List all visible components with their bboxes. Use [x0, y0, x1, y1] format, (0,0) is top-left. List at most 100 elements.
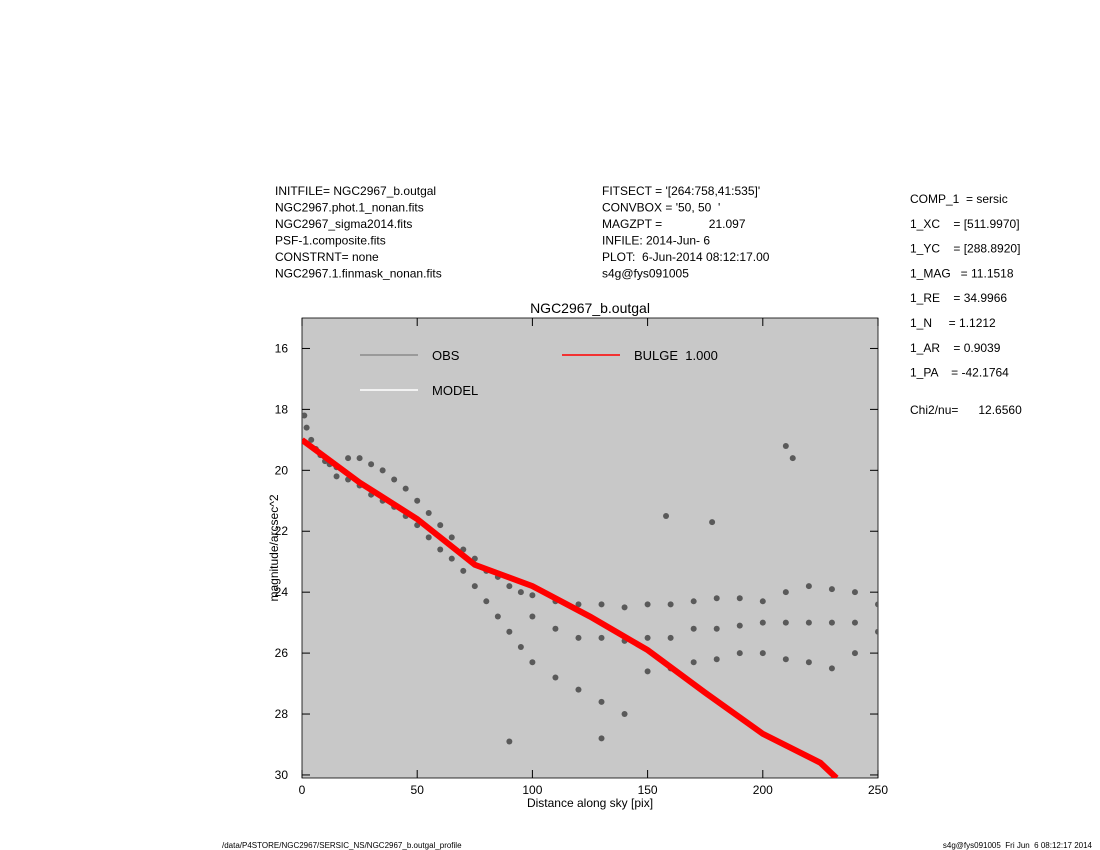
data-point	[690, 598, 697, 605]
data-point	[575, 634, 582, 641]
header-line: s4g@fys091005	[602, 267, 689, 281]
data-point	[667, 634, 674, 641]
component-param: 1_RE = 34.9966	[910, 291, 1007, 305]
data-point	[875, 628, 878, 635]
component-param: 1_XC = [511.9970]	[910, 217, 1020, 231]
y-tick-label: 18	[275, 402, 289, 416]
data-point	[356, 455, 363, 462]
y-tick-label: 22	[275, 524, 289, 538]
x-axis-label: Distance along sky [pix]	[527, 796, 653, 810]
y-tick-label: 24	[275, 585, 289, 599]
data-point	[575, 686, 582, 693]
data-point	[789, 455, 796, 462]
data-point	[575, 601, 582, 608]
data-point	[709, 519, 716, 526]
y-tick-label: 26	[275, 646, 289, 660]
legend-label: BULGE 1.000	[634, 348, 718, 363]
data-point	[713, 656, 720, 663]
chi-square: Chi2/nu= 12.6560	[910, 403, 1022, 417]
data-point	[552, 674, 559, 681]
data-point	[644, 601, 651, 608]
data-point	[529, 613, 536, 620]
header-line: INITFILE= NGC2967_b.outgal	[275, 184, 436, 198]
y-tick-label: 28	[275, 707, 289, 721]
x-tick-label: 250	[868, 783, 888, 797]
data-point	[713, 595, 720, 602]
data-point	[437, 522, 444, 529]
component-param: 1_PA = -42.1764	[910, 366, 1009, 380]
data-point	[506, 738, 513, 745]
data-point	[690, 659, 697, 666]
data-point	[621, 711, 628, 718]
data-point	[805, 619, 812, 626]
data-point	[875, 601, 878, 608]
data-point	[828, 586, 835, 593]
header-line: CONSTRNT= none	[275, 250, 379, 264]
component-param: 1_N = 1.1212	[910, 316, 996, 330]
data-point	[851, 589, 858, 596]
data-point	[483, 598, 490, 605]
data-point	[494, 613, 501, 620]
data-point	[529, 592, 536, 599]
x-tick-label: 0	[299, 783, 306, 797]
component-param: 1_AR = 0.9039	[910, 341, 1001, 355]
data-point	[828, 619, 835, 626]
data-point	[414, 497, 421, 504]
data-point	[506, 583, 513, 590]
data-point	[736, 622, 743, 629]
chart-title: NGC2967_b.outgal	[530, 300, 650, 316]
data-point	[391, 476, 398, 483]
y-tick-label: 16	[275, 341, 289, 355]
data-point	[303, 424, 310, 431]
data-point	[851, 619, 858, 626]
x-tick-label: 200	[753, 783, 773, 797]
data-point	[308, 436, 315, 443]
x-tick-label: 50	[411, 783, 425, 797]
header-line: NGC2967.1.finmask_nonan.fits	[275, 267, 442, 281]
data-point	[425, 509, 432, 516]
data-point	[379, 467, 386, 474]
data-point	[782, 442, 789, 449]
data-point	[506, 628, 513, 635]
data-point	[782, 589, 789, 596]
legend-label: OBS	[432, 348, 460, 363]
data-point	[621, 604, 628, 611]
plot-background	[301, 317, 879, 779]
data-point	[782, 619, 789, 626]
data-point	[425, 534, 432, 541]
data-point	[782, 656, 789, 663]
data-point	[663, 513, 670, 520]
header-line: PSF-1.composite.fits	[275, 234, 386, 248]
data-point	[598, 601, 605, 608]
data-point	[667, 601, 674, 608]
data-point	[437, 546, 444, 553]
data-point	[736, 595, 743, 602]
data-point	[333, 473, 340, 480]
data-point	[448, 534, 455, 541]
data-point	[851, 650, 858, 657]
data-point	[345, 455, 352, 462]
data-point	[644, 634, 651, 641]
header-line: MAGZPT = 21.097	[602, 217, 746, 231]
header-line: FITSECT = '[264:758,41:535]'	[602, 184, 760, 198]
y-axis-label: magnitude/arcsec^2	[267, 494, 281, 601]
data-point	[598, 698, 605, 705]
data-point	[517, 589, 524, 596]
data-point	[517, 644, 524, 651]
data-point	[736, 650, 743, 657]
footer-stamp: s4g@fys091005 Fri Jun 6 08:12:17 2014	[943, 841, 1093, 850]
series-line	[302, 437, 839, 778]
component-param: 1_MAG = 11.1518	[910, 266, 1014, 280]
data-point	[805, 583, 812, 590]
data-point	[759, 619, 766, 626]
legend-label: MODEL	[432, 383, 478, 398]
data-point	[552, 625, 559, 632]
component-param: 1_YC = [288.8920]	[910, 242, 1020, 256]
data-point	[690, 625, 697, 632]
data-point	[759, 650, 766, 657]
y-tick-label: 20	[275, 463, 289, 477]
data-point	[402, 485, 409, 492]
header-line: CONVBOX = '50, 50 '	[602, 201, 720, 215]
y-tick-label: 30	[275, 768, 289, 782]
